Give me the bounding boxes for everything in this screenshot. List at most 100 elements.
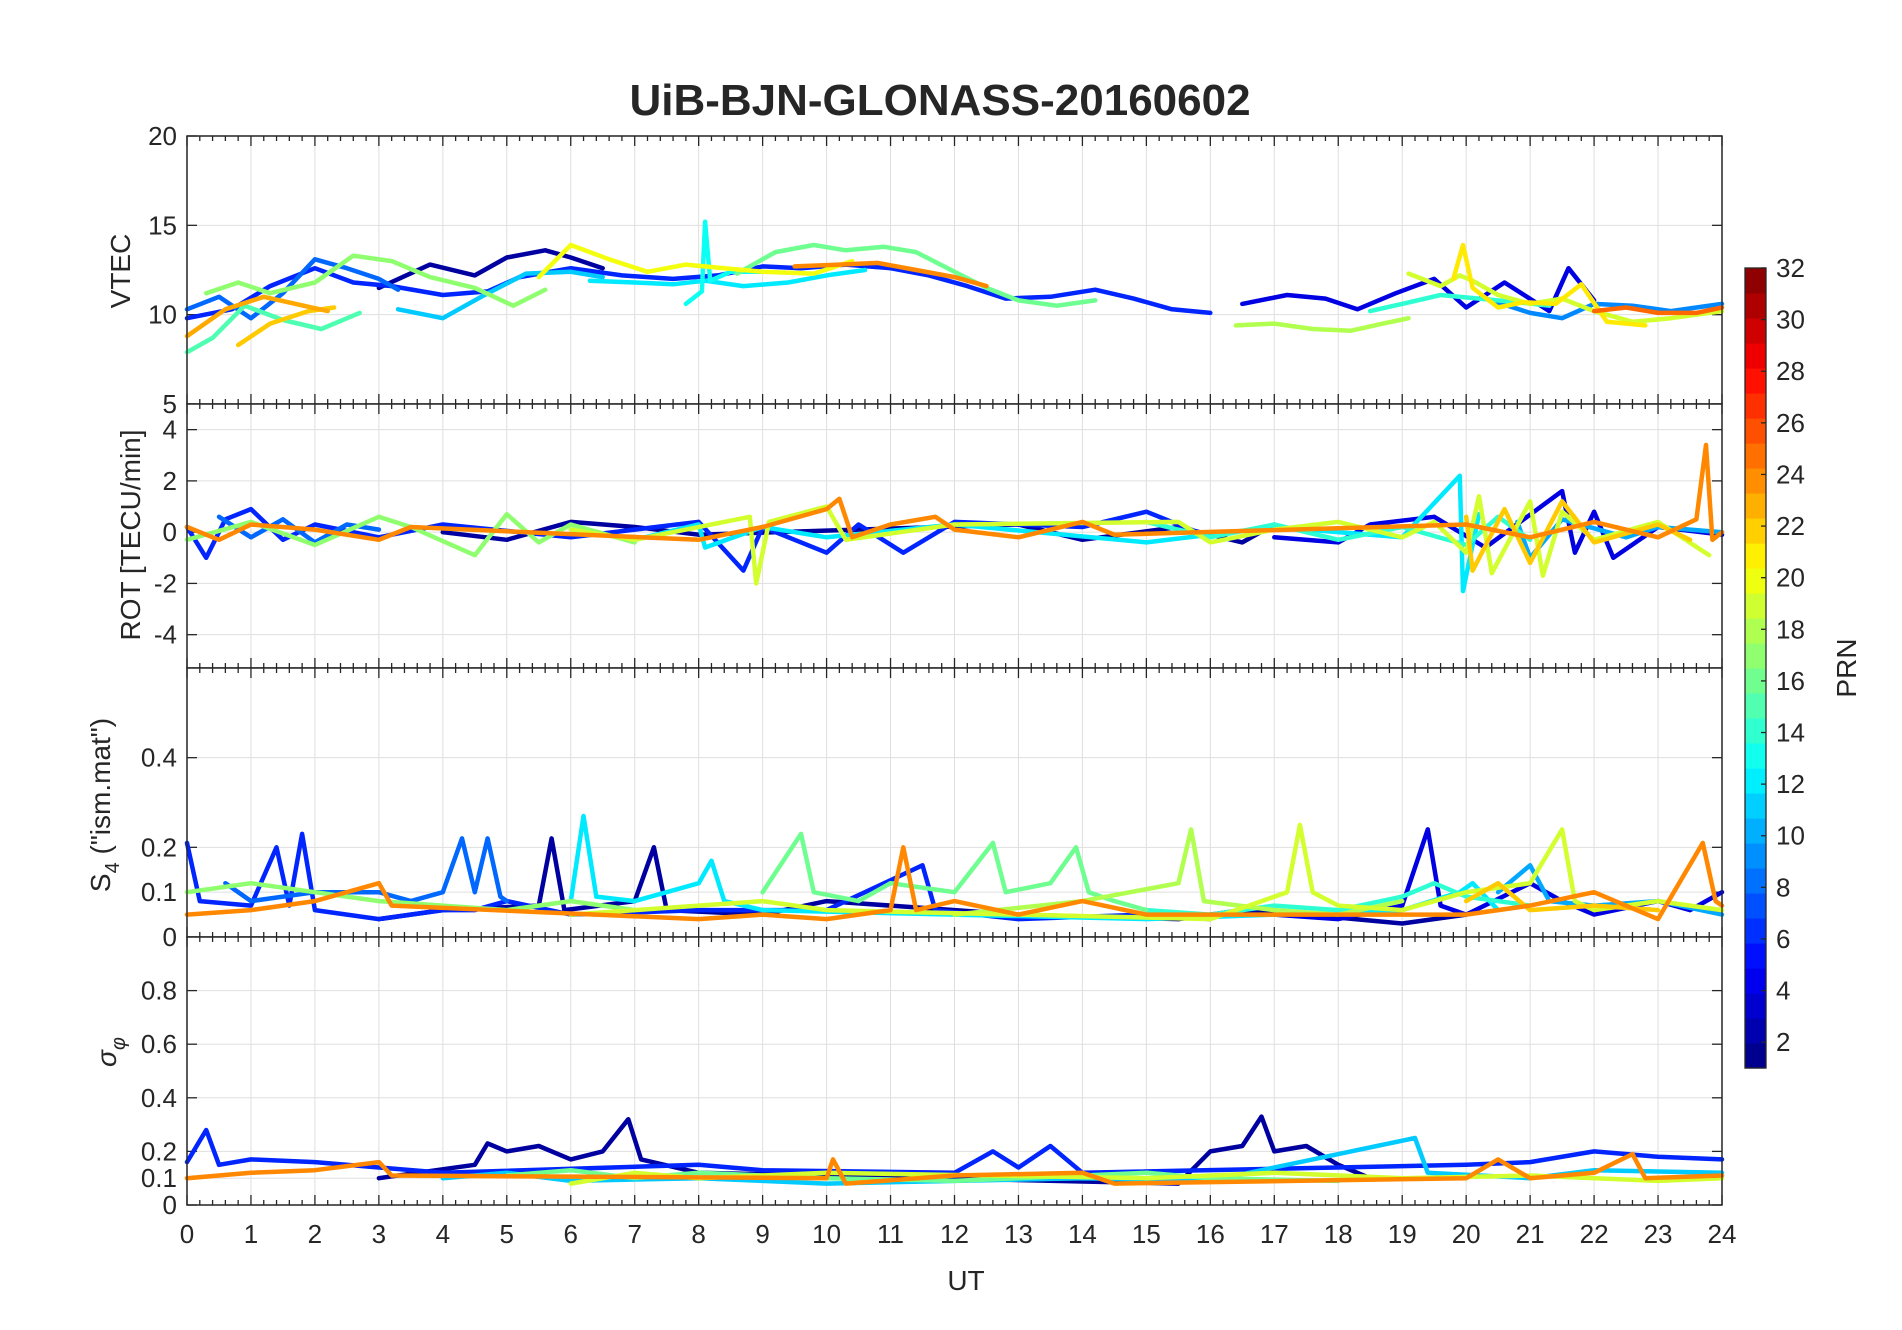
- vtec-axis-label: VTEC: [105, 234, 136, 309]
- x-tick-label: 10: [812, 1219, 841, 1249]
- rot-y-tick-label: 4: [163, 415, 177, 445]
- colorbar-band: [1745, 293, 1766, 319]
- sigma-y-tick-label: 0.4: [141, 1083, 177, 1113]
- colorbar-band: [1745, 368, 1766, 394]
- rot-y-tick-label: -2: [154, 568, 177, 598]
- x-tick-label: 6: [564, 1219, 578, 1249]
- colorbar-tick-label: 6: [1776, 924, 1790, 954]
- x-tick-label: 4: [436, 1219, 450, 1249]
- vtec-series-prn-16: [734, 242, 1098, 308]
- x-tick-label: 24: [1708, 1219, 1737, 1249]
- x-tick-label: 15: [1132, 1219, 1161, 1249]
- x-tick-label: 16: [1196, 1219, 1225, 1249]
- colorbar-band: [1745, 893, 1766, 919]
- sigma-axis-label: σφ: [91, 1037, 130, 1067]
- colorbar-band: [1745, 918, 1766, 944]
- sigma-y-tick-label: 0.1: [141, 1163, 177, 1193]
- x-axis-label: UT: [947, 1265, 984, 1296]
- s4-y-tick-label: 0.1: [141, 877, 177, 907]
- colorbar-tick-label: 12: [1776, 769, 1805, 799]
- x-tick-label: 20: [1452, 1219, 1481, 1249]
- s4-label-rest: ("ism.mat"): [85, 718, 116, 862]
- s4-y-tick-label: 0: [163, 922, 177, 952]
- colorbar-band: [1745, 943, 1766, 969]
- rot-series-prn-19: [568, 494, 1712, 586]
- x-tick-label: 2: [308, 1219, 322, 1249]
- x-tick-label: 12: [940, 1219, 969, 1249]
- colorbar-frame: [1744, 267, 1767, 1069]
- x-tick-label: 17: [1260, 1219, 1289, 1249]
- s4-series-prn-16: [760, 831, 1149, 913]
- colorbar-band: [1745, 1018, 1766, 1044]
- s4-y-tick-label: 0.2: [141, 832, 177, 862]
- colorbar-tick-label: 26: [1776, 408, 1805, 438]
- colorbar-band: [1745, 568, 1766, 594]
- colorbar-band: [1745, 693, 1766, 719]
- vtec-y-tick-label: 10: [148, 300, 177, 330]
- colorbar-band: [1745, 343, 1766, 369]
- colorbar-tick-label: 28: [1776, 356, 1805, 386]
- s4-label-main: S: [85, 873, 116, 892]
- vtec-series-prn-2: [376, 248, 605, 291]
- x-tick-label: 11: [877, 1219, 904, 1249]
- colorbar-band: [1745, 268, 1766, 294]
- colorbar-band: [1745, 593, 1766, 619]
- x-tick-label: 22: [1580, 1219, 1609, 1249]
- colorbar-tick-label: 32: [1776, 253, 1805, 283]
- sigma-series-prn-24: [184, 1151, 1725, 1186]
- vtec-series-prn-25: [1591, 305, 1725, 316]
- colorbar-band: [1745, 518, 1766, 544]
- rot-series-prn-4: [1272, 488, 1725, 561]
- vtec-panel: 5 10 15 20: [148, 121, 1725, 419]
- s4-panel: 0 0.1 0.2 0.4: [141, 667, 1725, 952]
- vtec-series-prn-23: [184, 294, 330, 339]
- x-tick-label: 5: [500, 1219, 514, 1249]
- x-tick-label: 7: [627, 1219, 641, 1249]
- colorbar-tick-label: 20: [1776, 563, 1805, 593]
- colorbar-tick-label: 30: [1776, 305, 1805, 335]
- colorbar-band: [1745, 743, 1766, 769]
- x-tick-label: 13: [1004, 1219, 1033, 1249]
- rot-series-prn-24: [184, 442, 1725, 543]
- rot-y-tick-label: -4: [154, 620, 177, 650]
- vtec-series-prn-8: [184, 257, 401, 321]
- x-tick-label: 9: [755, 1219, 769, 1249]
- x-tick-label: 19: [1388, 1219, 1417, 1249]
- colorbar-tick-label: 2: [1776, 1027, 1790, 1057]
- colorbar-tick-label: 8: [1776, 872, 1790, 902]
- s4-series-prn-19: [568, 822, 1725, 922]
- vtec-series-prn-20: [536, 242, 855, 280]
- rot-panel: -4 -2 0 2 4: [154, 403, 1725, 669]
- rot-y-tick-label: 2: [163, 466, 177, 496]
- colorbar-band: [1745, 318, 1766, 344]
- colorbar-band: [1745, 668, 1766, 694]
- x-tick-label: 8: [691, 1219, 705, 1249]
- rot-y-tick-label: 0: [163, 517, 177, 547]
- x-tick-label: 1: [244, 1219, 258, 1249]
- colorbar-band: [1745, 468, 1766, 494]
- colorbar-tick-label: 10: [1776, 821, 1805, 851]
- colorbar-label: PRN: [1831, 638, 1862, 697]
- rot-axis-label: ROT [TECU/min]: [115, 429, 146, 640]
- vtec-y-tick-label: 5: [163, 389, 177, 419]
- vtec-series-prn-18: [1233, 315, 1411, 333]
- x-tick-label: 3: [372, 1219, 386, 1249]
- sigma-label-sub: φ: [108, 1037, 130, 1050]
- colorbar-band: [1745, 718, 1766, 744]
- colorbar-band: [1745, 418, 1766, 444]
- colorbar-band: [1745, 868, 1766, 894]
- vtec-series-prn-11: [395, 269, 605, 321]
- s4-y-tick-label: 0.4: [141, 743, 177, 773]
- colorbar-band: [1745, 393, 1766, 419]
- s4-series-prn-17: [184, 880, 637, 913]
- x-tick-label: 21: [1516, 1219, 1545, 1249]
- colorbar-tick-label: 14: [1776, 718, 1805, 748]
- x-tick-label: 14: [1068, 1219, 1097, 1249]
- colorbar-tick-label: 22: [1776, 511, 1805, 541]
- colorbar-band: [1745, 1043, 1766, 1069]
- s4-label-sub: 4: [102, 862, 124, 873]
- vtec-y-tick-label: 20: [148, 121, 177, 151]
- colorbar-band: [1745, 993, 1766, 1019]
